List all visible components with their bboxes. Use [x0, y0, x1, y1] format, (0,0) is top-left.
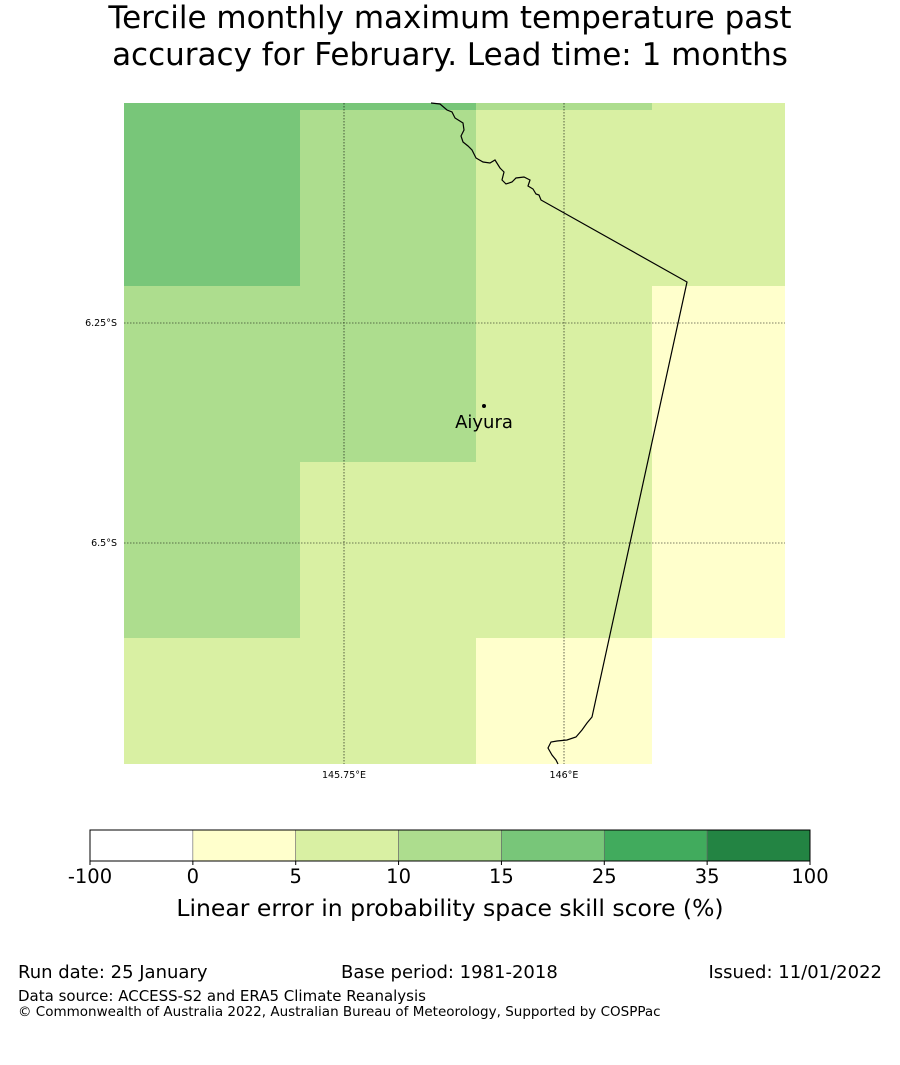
aiyura-label: Aiyura: [455, 412, 513, 433]
colorbar-tick-label: 35: [695, 865, 720, 888]
map-cell: [124, 638, 300, 764]
colorbar-tick-label: -100: [68, 865, 112, 888]
map-cell: [300, 462, 476, 638]
data-source: Data source: ACCESS-S2 and ERA5 Climate …: [18, 987, 426, 1005]
colorbar-segment: [706, 829, 811, 862]
colorbar-segment: [192, 829, 297, 862]
map-cell: [124, 286, 300, 462]
colorbar-label: Linear error in probability space skill …: [176, 894, 723, 922]
coastline-border: [430, 102, 688, 765]
issued-date: Issued: 11/01/2022: [708, 962, 882, 983]
colorbar-segment: [398, 829, 502, 862]
map-cells: [124, 103, 785, 764]
map-cell: [300, 103, 476, 110]
colorbar-ticks: -100 0 5 10 15 25 35 100: [68, 861, 829, 888]
map-cell: [124, 462, 300, 638]
map-cell: [300, 638, 476, 764]
colorbar: [89, 829, 811, 862]
base-period: Base period: 1981-2018: [341, 962, 558, 983]
lon-label-145-75: 145.75°E: [322, 770, 366, 781]
colorbar-frame: [89, 829, 811, 862]
lat-label-6-5: 6.5°S: [91, 538, 117, 549]
colorbar-segment: [89, 829, 194, 862]
lat-label-6-25: 6.25°S: [85, 318, 117, 329]
title-line-2: accuracy for February. Lead time: 1 mont…: [112, 37, 788, 73]
colorbar-tick-label: 15: [489, 865, 514, 888]
map-cell: [300, 110, 476, 286]
map-cell: [652, 103, 785, 286]
lon-label-146: 146°E: [550, 770, 579, 781]
run-date: Run date: 25 January: [18, 962, 208, 983]
colorbar-segment: [603, 829, 708, 862]
skill-score-map: Aiyura 6.25°S 6.5°S 145.75°E 146°E -100 0…: [68, 102, 829, 922]
colorbar-tick-label: 0: [187, 865, 199, 888]
colorbar-tick-label: 100: [791, 865, 828, 888]
map-cell: [300, 286, 476, 462]
chart-title: Tercile monthly maximum temperature past…: [0, 0, 900, 74]
title-line-1: Tercile monthly maximum temperature past: [108, 0, 792, 36]
copyright: © Commonwealth of Australia 2022, Austra…: [18, 1004, 661, 1020]
aiyura-marker: [482, 404, 486, 408]
colorbar-segment: [501, 829, 605, 862]
map-cell: [652, 286, 785, 462]
colorbar-tick-label: 25: [592, 865, 617, 888]
map-cell: [124, 103, 300, 286]
colorbar-tick-label: 10: [386, 865, 411, 888]
map-cell: [652, 462, 785, 638]
colorbar-tick-label: 5: [290, 865, 302, 888]
colorbar-segment: [295, 829, 399, 862]
